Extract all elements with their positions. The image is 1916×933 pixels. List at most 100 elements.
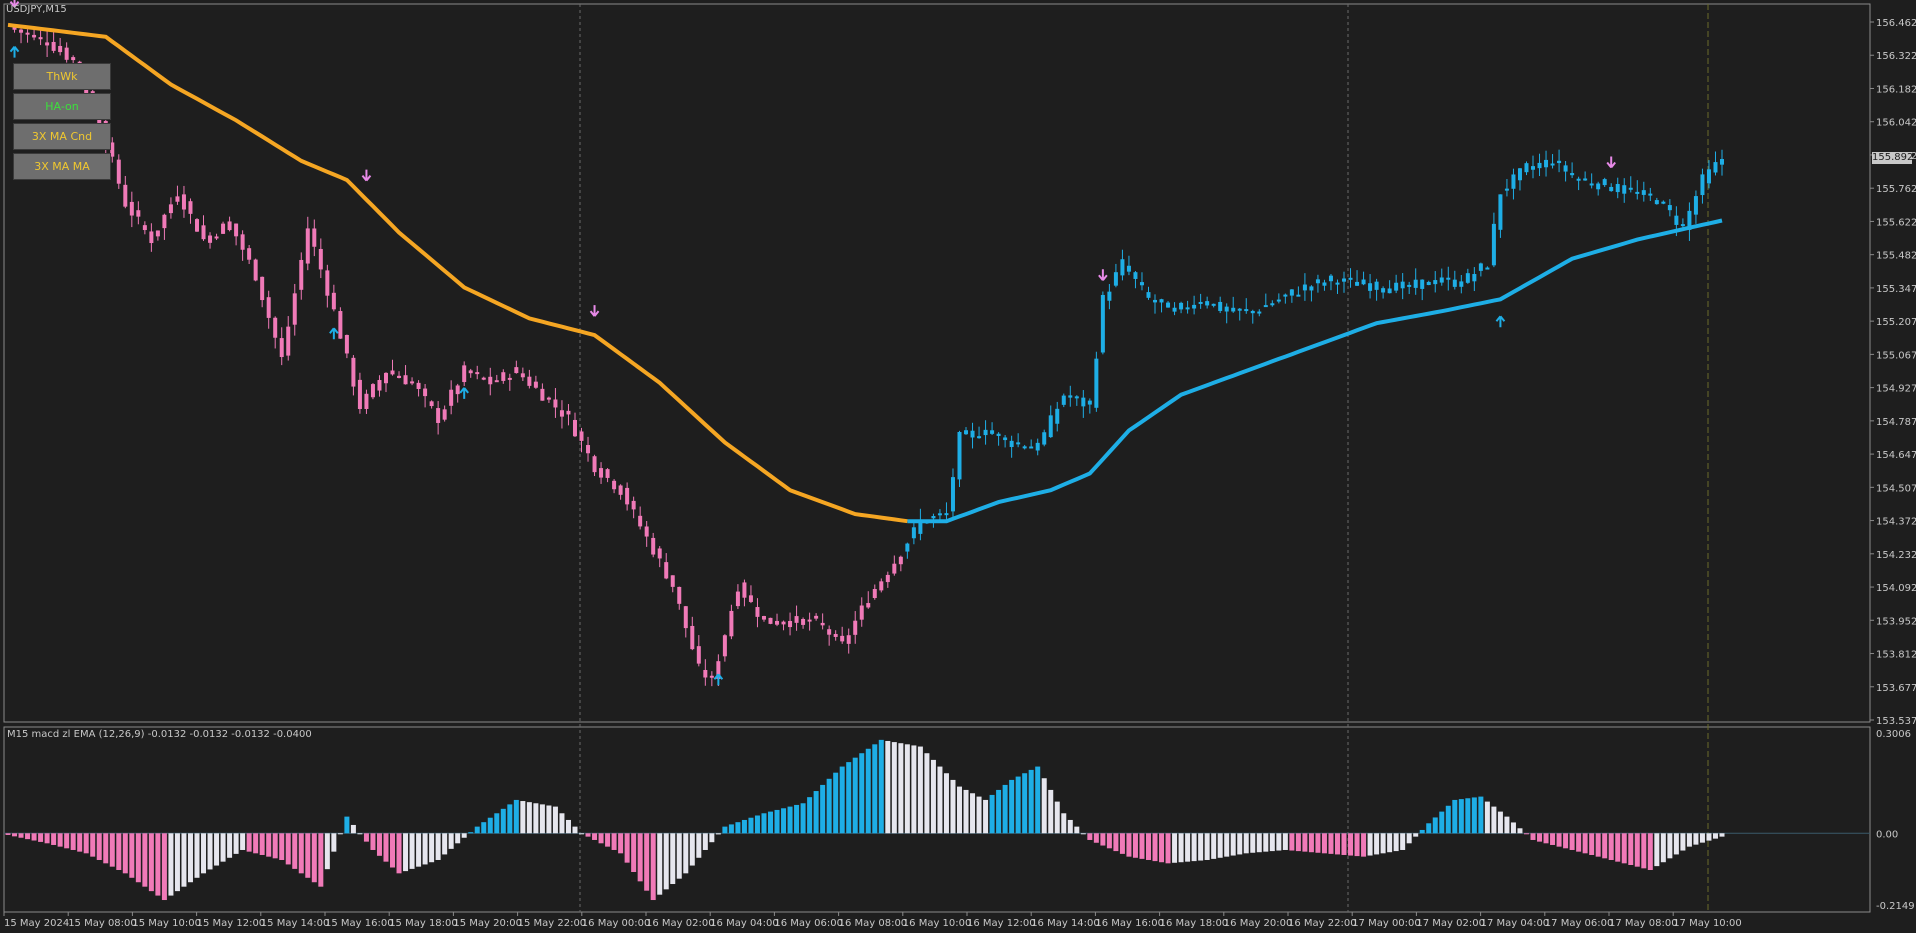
candle-body xyxy=(1081,397,1086,407)
candle-body xyxy=(748,595,753,602)
macd-bar xyxy=(709,833,715,843)
macd-bar xyxy=(533,803,539,834)
thwk-button[interactable]: ThWk xyxy=(13,63,111,90)
macd-bar xyxy=(1550,833,1556,845)
candle-body xyxy=(1250,310,1255,314)
time-axis-label: 17 May 06:00 xyxy=(1545,918,1614,929)
macd-bar xyxy=(891,742,897,834)
candle-body xyxy=(1491,223,1496,266)
candle-body xyxy=(1113,272,1118,286)
candle-body xyxy=(1517,168,1522,181)
macd-bar xyxy=(1439,811,1445,834)
macd-bar xyxy=(1491,806,1497,834)
macd-bar xyxy=(187,833,193,883)
time-axis-label: 17 May 00:00 xyxy=(1352,918,1421,929)
sell-arrow-icon xyxy=(589,305,600,317)
candle-body xyxy=(38,37,43,40)
candle-body xyxy=(1465,273,1470,283)
macd-bar xyxy=(1035,766,1041,834)
candle-body xyxy=(1596,183,1601,190)
macd-bar xyxy=(227,833,233,858)
candle-body xyxy=(234,223,239,237)
sell-arrow-icon xyxy=(1606,156,1616,169)
candle-body xyxy=(1335,282,1340,285)
macd-bar xyxy=(383,833,389,862)
price-axis-label: 154.092 xyxy=(1876,583,1916,594)
macd-bar xyxy=(579,833,585,835)
chart-title: USDJPY,M15 xyxy=(6,4,67,15)
macd-bar xyxy=(207,833,213,870)
macd-bar xyxy=(1172,833,1178,863)
candle-body xyxy=(208,235,213,243)
candle-body xyxy=(1205,301,1210,306)
macd-bar xyxy=(51,833,57,845)
buy-arrow-icon xyxy=(459,387,469,399)
macd-bar xyxy=(1328,833,1334,854)
macd-bar xyxy=(1406,833,1412,844)
candle-body xyxy=(175,196,180,202)
macd-bar xyxy=(1315,833,1321,853)
candle-body xyxy=(657,548,662,559)
candle-body xyxy=(279,338,284,358)
macd-bar xyxy=(1387,833,1393,853)
macd-bar xyxy=(161,833,167,901)
candle-body xyxy=(155,230,160,237)
macd-bar xyxy=(1537,833,1543,842)
macd-bar xyxy=(1523,833,1529,835)
macd-bar xyxy=(181,833,187,887)
sell-arrow-icon xyxy=(361,169,372,182)
candle-body xyxy=(553,399,558,408)
macd-bar xyxy=(1224,833,1230,857)
macd-bar xyxy=(1400,833,1406,850)
macd-bar xyxy=(1152,833,1158,862)
candle-body xyxy=(820,622,825,626)
3x-ma-ma-button[interactable]: 3X MA MA xyxy=(13,153,111,180)
macd-bar xyxy=(1145,833,1151,860)
time-axis-label: 16 May 12:00 xyxy=(967,918,1036,929)
macd-bar xyxy=(917,746,923,834)
candle-body xyxy=(1192,304,1197,309)
candle-body xyxy=(618,485,623,495)
candle-body xyxy=(722,635,727,657)
candle-body xyxy=(1224,306,1229,312)
macd-bar xyxy=(1028,769,1034,834)
macd-bar xyxy=(1198,833,1204,861)
candle-body xyxy=(1153,299,1158,303)
candle-body xyxy=(481,377,486,380)
candle-body xyxy=(905,543,910,552)
macd-bar xyxy=(1002,784,1008,834)
candle-body xyxy=(664,562,669,579)
macd-bar xyxy=(331,833,337,852)
macd-bar xyxy=(1054,801,1060,834)
time-axis-label: 17 May 02:00 xyxy=(1416,918,1485,929)
macd-bar xyxy=(715,833,721,835)
macd-bar xyxy=(1380,833,1386,854)
candle-body xyxy=(970,430,975,438)
macd-bar xyxy=(1393,833,1399,852)
ha-on-button[interactable]: HA-on xyxy=(13,93,111,120)
macd-bar xyxy=(911,745,917,834)
candle-body xyxy=(1133,272,1138,279)
macd-bar xyxy=(670,833,676,885)
candle-body xyxy=(494,380,499,383)
candle-body xyxy=(1009,440,1014,448)
macd-bar xyxy=(253,833,259,854)
candle-body xyxy=(410,381,415,384)
candle-body xyxy=(690,625,695,650)
candle-body xyxy=(1146,292,1151,298)
3x-ma-cnd-button[interactable]: 3X MA Cnd xyxy=(13,123,111,150)
macd-bar xyxy=(1093,833,1099,843)
macd-bar xyxy=(1178,833,1184,863)
macd-bar xyxy=(1250,833,1256,853)
macd-bar xyxy=(142,833,148,887)
candle-body xyxy=(1374,281,1379,290)
candle-body xyxy=(1531,166,1536,170)
macd-bar xyxy=(285,833,291,865)
macd-bar xyxy=(1445,805,1451,834)
macd-bar xyxy=(1452,799,1458,834)
time-axis-label: 15 May 10:00 xyxy=(132,918,201,929)
candle-body xyxy=(1609,186,1614,192)
candle-body xyxy=(572,419,577,437)
moving-average-line-down xyxy=(7,22,908,524)
